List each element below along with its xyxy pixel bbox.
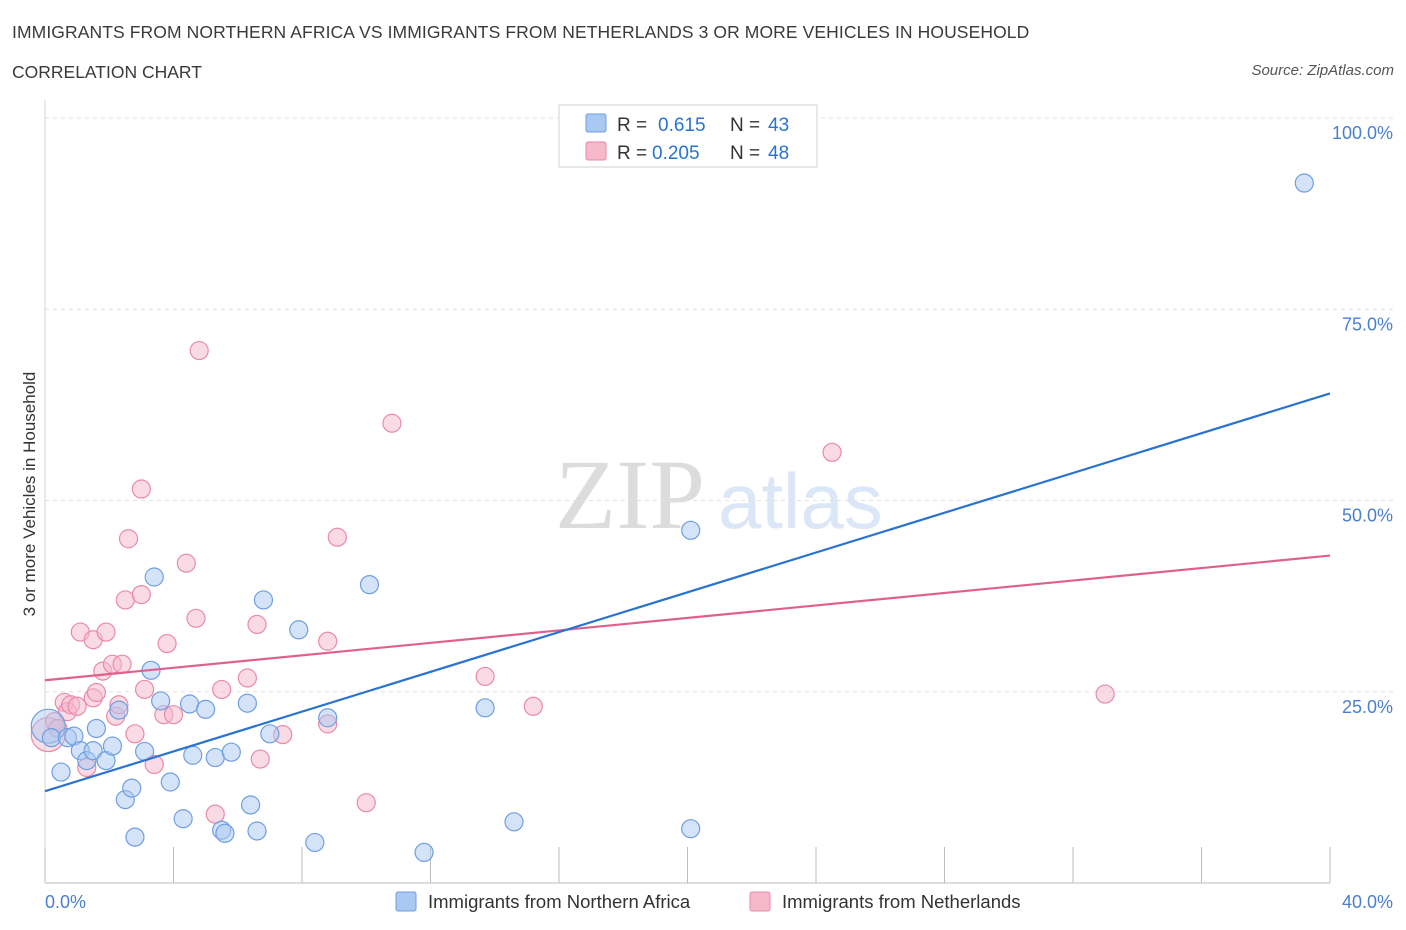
netherlands-point bbox=[112, 654, 132, 674]
northern-africa-point bbox=[83, 741, 103, 761]
netherlands-point bbox=[318, 631, 338, 651]
y-tick-label: 100.0% bbox=[1332, 123, 1393, 143]
netherlands-point bbox=[327, 527, 347, 547]
northern-africa-point bbox=[253, 590, 274, 610]
northern-africa-point bbox=[681, 819, 701, 839]
netherlands-point bbox=[131, 584, 151, 605]
northern-africa-point bbox=[475, 698, 495, 718]
netherlands-point bbox=[115, 590, 135, 610]
y-tick-label: 50.0% bbox=[1342, 506, 1393, 526]
legend-r-label-pink: R = bbox=[617, 143, 647, 164]
northern-africa-point bbox=[183, 745, 203, 765]
source-label: Source: ZipAtlas.com bbox=[1251, 62, 1394, 79]
netherlands-point bbox=[523, 696, 543, 716]
legend-r-label-blue: R = bbox=[617, 115, 647, 136]
northern-africa-point bbox=[359, 575, 380, 595]
correlation-legend: R = 0.615 N = 43 R = 0.205 N = 48 bbox=[558, 104, 818, 168]
trend-lines bbox=[44, 392, 1331, 793]
netherlands-point bbox=[247, 614, 267, 635]
y-tick-label: 75.0% bbox=[1342, 314, 1393, 334]
netherlands-point bbox=[250, 749, 270, 769]
netherlands-trend-line bbox=[44, 554, 1331, 682]
northern-africa-point bbox=[179, 694, 200, 714]
series-legend-swatch-blue bbox=[395, 891, 417, 912]
northern-africa-trend-line bbox=[44, 392, 1331, 793]
netherlands-point bbox=[189, 340, 209, 361]
northern-africa-point bbox=[102, 736, 123, 756]
northern-africa-point bbox=[86, 718, 107, 739]
northern-africa-point bbox=[196, 699, 216, 719]
netherlands-point bbox=[96, 622, 116, 642]
netherlands-point bbox=[157, 633, 177, 654]
netherlands-point bbox=[163, 705, 184, 725]
netherlands-point bbox=[382, 413, 402, 433]
northern-africa-point bbox=[160, 772, 180, 792]
northern-africa-point bbox=[318, 708, 338, 728]
series-legend: Immigrants from Northern Africa Immigran… bbox=[395, 891, 1021, 912]
northern-africa-point bbox=[51, 762, 71, 782]
northern-africa-point bbox=[125, 827, 145, 847]
northern-africa-point bbox=[681, 520, 701, 540]
netherlands-point bbox=[134, 679, 155, 700]
northern-africa-point bbox=[109, 700, 129, 720]
northern-africa-point bbox=[241, 795, 261, 815]
northern-africa-point bbox=[237, 693, 257, 713]
axes bbox=[44, 100, 1331, 884]
netherlands-point bbox=[118, 529, 139, 549]
legend-r-value-blue: 0.615 bbox=[658, 115, 706, 136]
northern-africa-points bbox=[30, 173, 1314, 863]
netherlands-point bbox=[212, 679, 232, 700]
northern-africa-point bbox=[247, 821, 267, 841]
chart-title: IMMIGRANTS FROM NORTHERN AFRICA VS IMMIG… bbox=[12, 22, 1030, 42]
northern-africa-point bbox=[215, 823, 235, 843]
legend-n-value-blue: 43 bbox=[768, 115, 789, 136]
netherlands-point bbox=[86, 682, 107, 703]
y-tick-label: 25.0% bbox=[1342, 697, 1393, 717]
legend-swatch-pink bbox=[585, 141, 607, 161]
grid-lines bbox=[45, 117, 1394, 693]
northern-africa-point bbox=[221, 742, 241, 762]
legend-swatch-blue bbox=[585, 113, 607, 133]
northern-africa-point bbox=[305, 832, 325, 853]
netherlands-point bbox=[237, 668, 257, 688]
northern-africa-point bbox=[122, 778, 142, 798]
x-tick-label-max: 40.0% bbox=[1342, 892, 1393, 912]
legend-r-value-pink: 0.205 bbox=[652, 143, 700, 164]
series-legend-label-blue: Immigrants from Northern Africa bbox=[428, 891, 691, 912]
netherlands-point bbox=[475, 666, 495, 687]
chart-subtitle: CORRELATION CHART bbox=[12, 62, 202, 82]
legend-n-value-pink: 48 bbox=[768, 143, 789, 164]
northern-africa-point bbox=[289, 620, 309, 640]
netherlands-point bbox=[176, 553, 196, 573]
northern-africa-point bbox=[504, 812, 524, 832]
legend-n-label-blue: N = bbox=[730, 115, 760, 136]
watermark-zip: ZIP bbox=[555, 439, 705, 550]
series-legend-label-pink: Immigrants from Netherlands bbox=[782, 891, 1021, 912]
northern-africa-point bbox=[144, 567, 164, 587]
northern-africa-point bbox=[173, 809, 193, 829]
legend-n-label-pink: N = bbox=[730, 143, 760, 164]
netherlands-point bbox=[822, 442, 842, 462]
northern-africa-point bbox=[41, 728, 62, 748]
northern-africa-point bbox=[260, 724, 280, 744]
northern-africa-point bbox=[414, 842, 434, 863]
y-axis-label: 3 or more Vehicles in Household bbox=[20, 372, 39, 617]
netherlands-point bbox=[131, 479, 151, 499]
netherlands-point bbox=[67, 696, 87, 716]
netherlands-point bbox=[125, 724, 145, 744]
netherlands-point bbox=[356, 793, 376, 813]
netherlands-point bbox=[205, 804, 225, 824]
northern-africa-point bbox=[205, 747, 225, 768]
x-tick-label-min: 0.0% bbox=[45, 892, 86, 912]
northern-africa-point bbox=[151, 691, 171, 711]
tick-labels: 25.0% 50.0% 75.0% 100.0% 0.0% 40.0% bbox=[45, 123, 1393, 912]
netherlands-point bbox=[1095, 684, 1115, 704]
series-legend-swatch-pink bbox=[749, 891, 771, 912]
northern-africa-point bbox=[1294, 173, 1314, 193]
netherlands-point bbox=[186, 608, 206, 628]
